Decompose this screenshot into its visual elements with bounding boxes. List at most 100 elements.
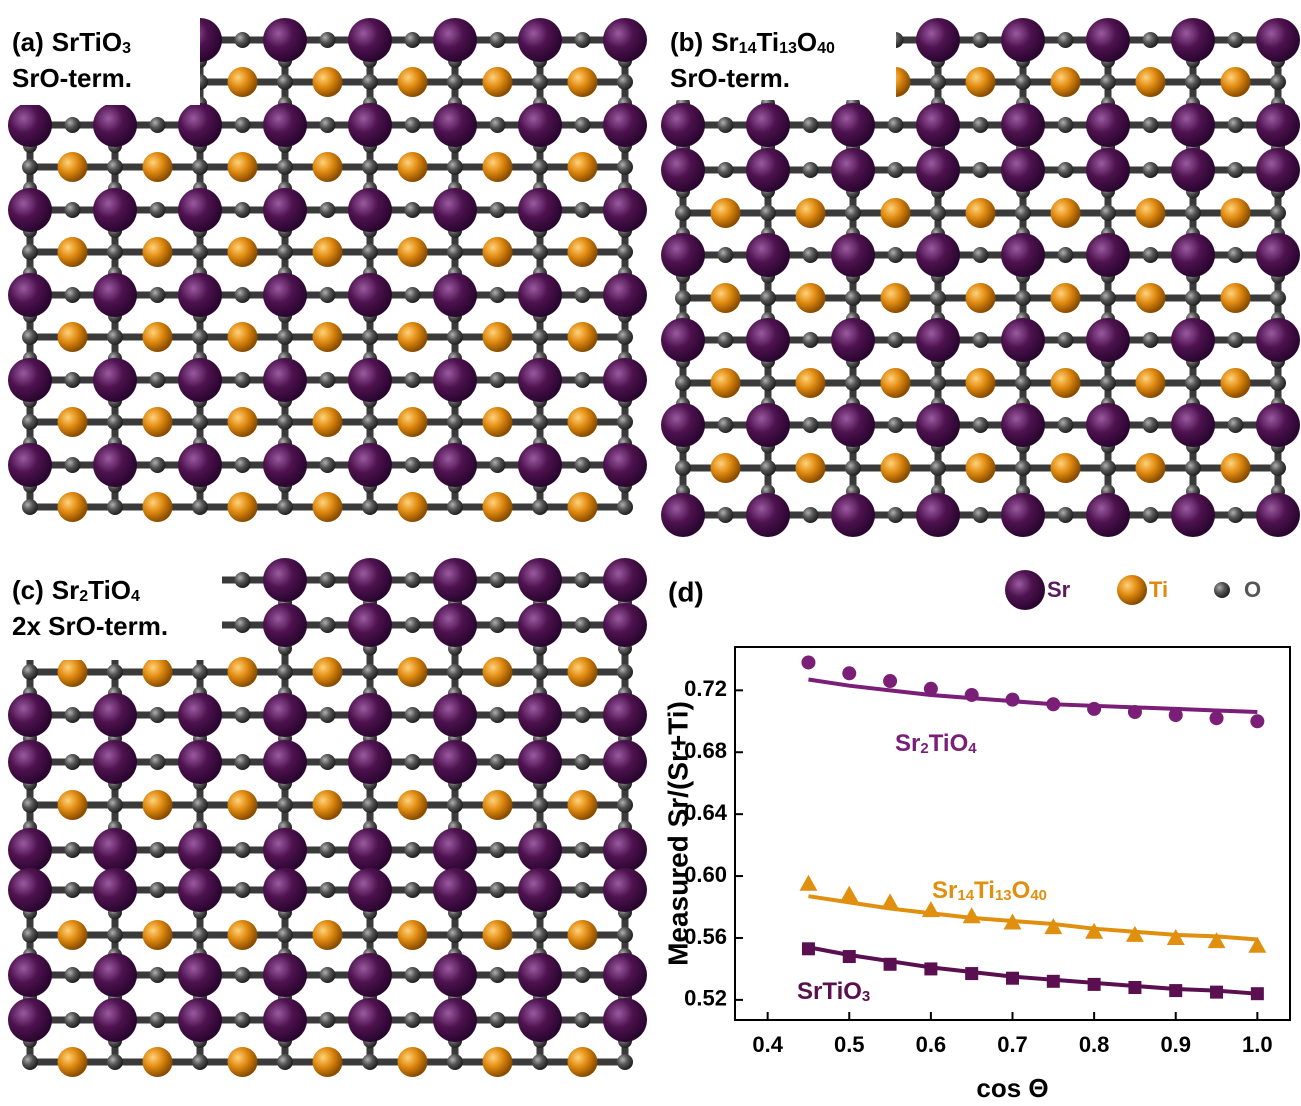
- oxygen-atom: [22, 159, 38, 175]
- oxygen-atom: [617, 74, 633, 90]
- sr-atom: [661, 233, 705, 277]
- ti-atom: [228, 657, 258, 687]
- oxygen-atom: [1185, 460, 1201, 476]
- sr-atom: [8, 358, 52, 402]
- oxygen-atom: [1228, 162, 1244, 178]
- oxygen-atom: [405, 32, 421, 48]
- oxygen-atom: [532, 414, 548, 430]
- point: [1006, 972, 1019, 985]
- oxygen-atom: [150, 457, 166, 473]
- sr-atom: [518, 868, 562, 912]
- oxygen-atom: [107, 329, 123, 345]
- oxygen-atom: [675, 375, 691, 391]
- oxygen-atom: [930, 205, 946, 221]
- ti-atom: [143, 1047, 173, 1077]
- ti-atom: [398, 152, 428, 182]
- oxygen-atom: [617, 664, 633, 680]
- ti-atom: [143, 920, 173, 950]
- sr-atom: [603, 358, 647, 402]
- oxygen-atom: [1058, 507, 1074, 523]
- oxygen-atom: [150, 842, 166, 858]
- ti-atom: [58, 790, 88, 820]
- oxygen-atom: [192, 927, 208, 943]
- sr-atom: [916, 18, 960, 62]
- sr-atom: [1171, 18, 1215, 62]
- oxygen-atom: [1143, 332, 1159, 348]
- oxygen-atom: [447, 664, 463, 680]
- oxygen-atom: [235, 1012, 251, 1028]
- sr-atom: [1086, 403, 1130, 447]
- ti-atom: [228, 407, 258, 437]
- sr-atom: [93, 693, 137, 737]
- sr-atom: [603, 868, 647, 912]
- ti-atom: [711, 198, 741, 228]
- ti-atom: [313, 1047, 343, 1077]
- sr-atom: [263, 868, 307, 912]
- oxygen-atom: [1015, 205, 1031, 221]
- sr-atom: [8, 998, 52, 1042]
- oxygen-atom: [150, 967, 166, 983]
- oxygen-atom: [107, 664, 123, 680]
- oxygen-atom: [150, 117, 166, 133]
- ti-atom: [313, 657, 343, 687]
- oxygen-atom: [1015, 290, 1031, 306]
- point: [1250, 714, 1264, 728]
- series: Sr14Ti13O40: [799, 875, 1266, 953]
- oxygen-atom: [447, 244, 463, 260]
- ti-atom: [711, 283, 741, 313]
- sr-atom: [433, 103, 477, 147]
- point: [1169, 984, 1182, 997]
- oxygen-atom: [532, 797, 548, 813]
- oxygen-atom: [320, 842, 336, 858]
- sr-atom: [178, 868, 222, 912]
- oxygen-atom: [320, 117, 336, 133]
- sr-atom: [93, 443, 137, 487]
- oxygen-atom: [490, 882, 506, 898]
- sr-atom: [661, 403, 705, 447]
- ti-atom: [568, 657, 598, 687]
- oxygen-atom: [107, 499, 123, 515]
- ti-atom: [966, 198, 996, 228]
- ti-atom: [966, 67, 996, 97]
- sr-atom: [1086, 493, 1130, 537]
- oxygen-atom: [405, 707, 421, 723]
- oxygen-atom: [405, 882, 421, 898]
- oxygen-atom: [532, 1054, 548, 1070]
- oxygen-atom: [490, 617, 506, 633]
- oxygen-atom: [320, 617, 336, 633]
- ti-atom: [1051, 198, 1081, 228]
- oxygen-atom: [575, 457, 591, 473]
- oxygen-atom: [447, 499, 463, 515]
- oxygen-atom: [575, 1012, 591, 1028]
- oxygen-atom: [1143, 117, 1159, 133]
- ti-atom: [796, 283, 826, 313]
- sr-atom: [348, 603, 392, 647]
- oxygen-atom: [1270, 290, 1286, 306]
- ti-atom: [568, 322, 598, 352]
- sr-atom: [518, 273, 562, 317]
- oxygen-atom: [22, 414, 38, 430]
- sr-atom: [93, 273, 137, 317]
- point: [843, 950, 856, 963]
- sr-atom: [263, 103, 307, 147]
- sr-atom: [518, 443, 562, 487]
- ti-atom: [398, 237, 428, 267]
- oxygen-atom: [235, 842, 251, 858]
- oxygen-atom: [107, 797, 123, 813]
- oxygen-atom: [930, 290, 946, 306]
- oxygen-atom: [22, 927, 38, 943]
- oxygen-atom: [22, 797, 38, 813]
- ti-atom: [313, 237, 343, 267]
- legend-label: Sr: [1047, 577, 1071, 602]
- sr-atom: [916, 493, 960, 537]
- oxygen-atom: [447, 927, 463, 943]
- oxygen-atom: [447, 1054, 463, 1070]
- sr-atom: [348, 693, 392, 737]
- sr-atom: [433, 998, 477, 1042]
- sr-atom: [916, 233, 960, 277]
- oxygen-atom: [1100, 290, 1116, 306]
- oxygen-atom: [22, 664, 38, 680]
- sr-atom: [518, 998, 562, 1042]
- sr-atom: [348, 740, 392, 784]
- panel-label: (d): [668, 576, 704, 607]
